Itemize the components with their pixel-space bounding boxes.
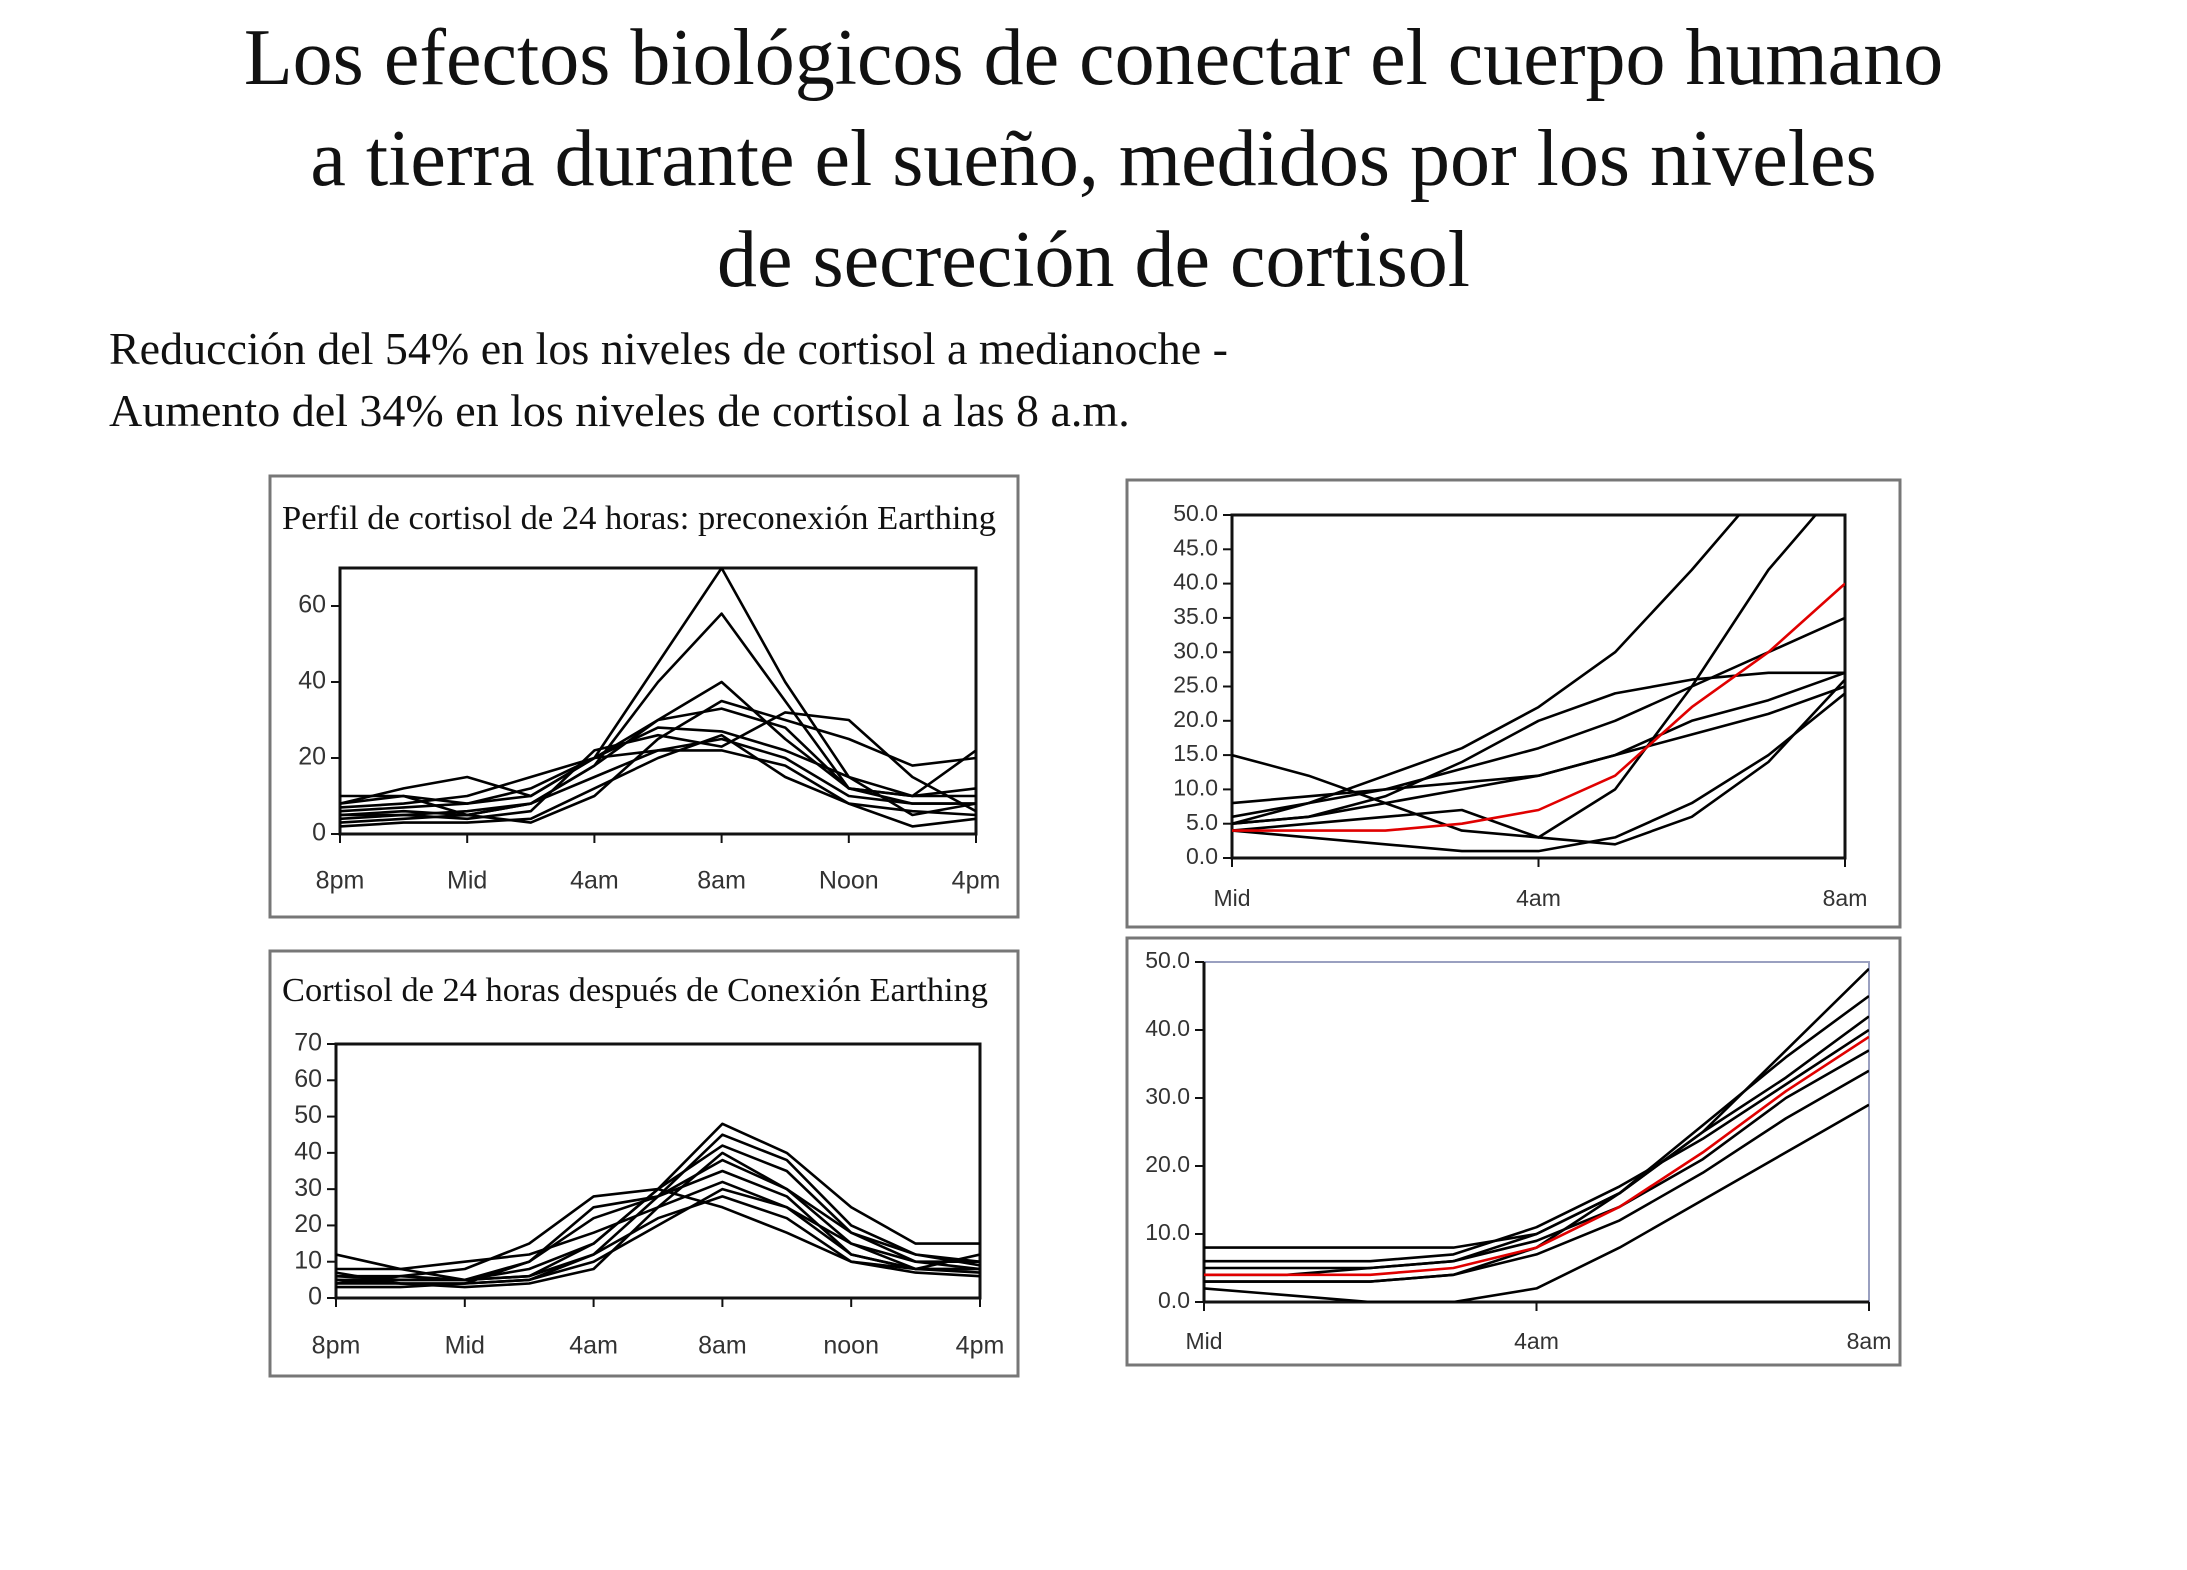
chart: 0.0 10.0 20.0 30.0 40.0 50.0 Mid 4am 8am <box>1125 936 1902 1367</box>
y-tick-label: 50 <box>294 1101 322 1129</box>
series-line <box>340 707 976 817</box>
y-tick-label: 40 <box>298 667 326 695</box>
y-tick-label: 35.0 <box>1173 603 1218 629</box>
title-line: de secreción de cortisol <box>716 216 1470 304</box>
series-line <box>1204 1035 1869 1277</box>
x-tick-label: 8am <box>1823 885 1868 911</box>
x-tick-label: Mid <box>445 1332 485 1360</box>
y-tick-label: 10.0 <box>1145 1219 1190 1245</box>
x-tick-label: 8am <box>697 867 746 895</box>
y-tick-label: 10 <box>294 1246 322 1274</box>
x-tick-label: 4am <box>1514 1328 1559 1354</box>
x-tick-label: Mid <box>447 867 487 895</box>
series-line <box>340 711 976 821</box>
x-tick-label: 4am <box>570 867 619 895</box>
y-tick-label: 40.0 <box>1173 569 1218 595</box>
y-tick-label: 5.0 <box>1186 809 1218 835</box>
x-tick-label: Mid <box>1213 885 1250 911</box>
series-line <box>1232 616 1845 819</box>
x-tick-label: 4am <box>569 1332 618 1360</box>
y-tick-label: 20.0 <box>1173 706 1218 732</box>
chart-box <box>268 949 1020 1378</box>
y-tick-label: 0.0 <box>1158 1287 1190 1313</box>
series-line <box>1232 692 1845 853</box>
plot-frame <box>338 566 978 836</box>
lines <box>1204 967 1869 1302</box>
series-line <box>336 1187 980 1285</box>
chart: Perfil de cortisol de 24 horas: preconex… <box>268 474 1020 919</box>
chart: 0.0 5.0 10.0 15.0 20.0 25.0 30.0 35.0 40.0 45.0 50… <box>1125 478 1902 929</box>
chart-title: Perfil de cortisol de 24 horas: preconex… <box>282 500 996 537</box>
y-tick-label: 70 <box>294 1029 322 1057</box>
x-tick-label: 8pm <box>312 1332 361 1360</box>
subtitle-line: Aumento del 34% en los niveles de cortis… <box>109 385 1130 436</box>
y-tick-label: 30.0 <box>1145 1083 1190 1109</box>
y-tick-label: 60 <box>294 1065 322 1093</box>
y-tick-label: 0.0 <box>1186 843 1218 869</box>
title: Los efectos biológicos de conectar el cu… <box>0 8 2187 311</box>
x-tick-label: Mid <box>1185 1328 1222 1354</box>
chart-title: Cortisol de 24 horas después de Conexión… <box>282 972 988 1009</box>
x-tick-label: 4pm <box>952 867 1001 895</box>
series-line <box>1204 1103 1869 1302</box>
series-line <box>1232 582 1845 832</box>
y-tick-label: 50.0 <box>1173 500 1218 526</box>
x-tick-label: 8am <box>698 1332 747 1360</box>
series-line <box>1204 1015 1869 1270</box>
x-tick-label: 8pm <box>316 867 365 895</box>
y-tick-label: 20.0 <box>1145 1151 1190 1177</box>
chart-box <box>1125 478 1902 929</box>
title-line: a tierra durante el sueño, medidos por l… <box>310 115 1877 203</box>
series-line <box>1204 1028 1869 1263</box>
y-tick-label: 30 <box>294 1174 322 1202</box>
series-line <box>340 726 976 813</box>
series-line <box>1232 671 1845 825</box>
series-line <box>1204 1069 1869 1283</box>
series-line <box>340 733 976 828</box>
series-line <box>1232 671 1845 825</box>
y-tick-label: 25.0 <box>1173 672 1218 698</box>
lines <box>340 568 976 828</box>
y-tick-label: 40.0 <box>1145 1015 1190 1041</box>
x-tick-label: 4pm <box>956 1332 1005 1360</box>
subtitle: Reducción del 54% en los niveles de cort… <box>109 318 1228 442</box>
chart: Cortisol de 24 horas después de Conexión… <box>268 949 1020 1378</box>
title-line: Los efectos biológicos de conectar el cu… <box>243 14 1944 102</box>
y-tick-label: 45.0 <box>1173 534 1218 560</box>
series-line <box>336 1187 980 1285</box>
y-tick-label: 10.0 <box>1173 774 1218 800</box>
series-line <box>1204 1049 1869 1277</box>
x-tick-label: noon <box>823 1332 879 1360</box>
series-line <box>340 749 976 828</box>
y-tick-label: 30.0 <box>1173 637 1218 663</box>
y-tick-label: 0 <box>312 819 326 847</box>
y-tick-label: 50.0 <box>1145 947 1190 973</box>
subtitle-line: Reducción del 54% en los niveles de cort… <box>109 323 1228 374</box>
series-line <box>1232 678 1845 846</box>
lines <box>1232 515 1845 853</box>
lines <box>336 1122 980 1289</box>
y-tick-label: 40 <box>294 1137 322 1165</box>
y-tick-label: 0 <box>308 1283 322 1311</box>
y-tick-label: 20 <box>298 743 326 771</box>
series-line <box>336 1151 980 1289</box>
x-tick-label: 8am <box>1847 1328 1892 1354</box>
chart-box <box>268 474 1020 919</box>
plot-frame <box>334 1042 982 1300</box>
x-tick-label: Noon <box>819 867 879 895</box>
x-tick-label: 4am <box>1516 885 1561 911</box>
y-tick-label: 15.0 <box>1173 740 1218 766</box>
y-tick-label: 60 <box>298 591 326 619</box>
y-tick-label: 20 <box>294 1210 322 1238</box>
